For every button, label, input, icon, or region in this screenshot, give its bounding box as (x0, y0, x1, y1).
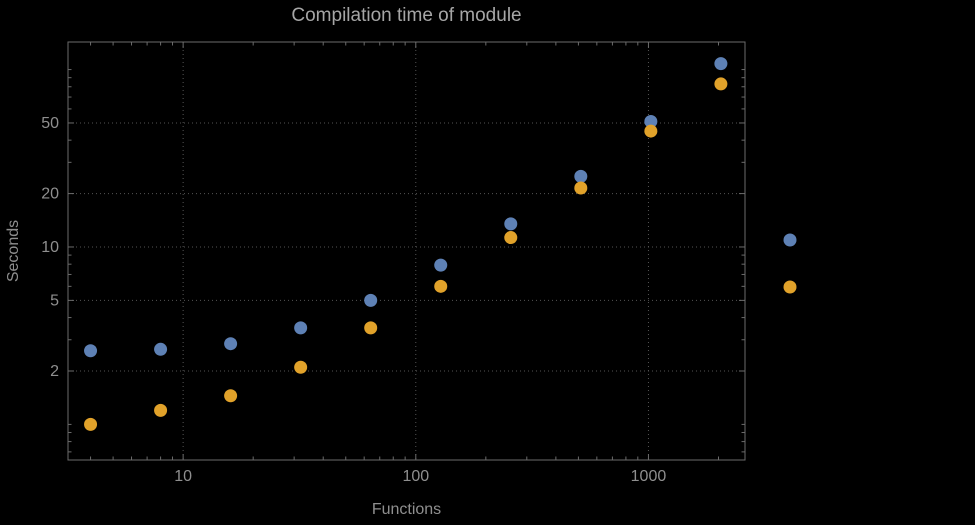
y-tick-label: 10 (41, 239, 59, 256)
x-tick-label: 10 (174, 468, 192, 485)
data-point-series-1 (644, 114, 658, 128)
data-point-series-2 (224, 389, 238, 403)
y-tick-label: 20 (41, 186, 59, 203)
x-axis-label: Functions (371, 501, 442, 518)
legend-marker (783, 280, 797, 294)
y-tick-label: 2 (50, 363, 59, 380)
y-axis-label: Seconds (5, 219, 22, 283)
data-point-series-2 (84, 417, 98, 431)
chart-title: Compilation time of module (291, 5, 522, 26)
data-point-series-1 (714, 57, 728, 71)
data-point-series-1 (224, 337, 238, 351)
data-point-series-2 (504, 231, 518, 245)
data-point-series-1 (574, 169, 588, 183)
data-point-series-2 (434, 279, 448, 293)
data-point-series-1 (434, 258, 448, 272)
data-point-series-2 (574, 181, 588, 195)
data-point-series-1 (364, 293, 378, 307)
y-tick-label: 5 (50, 292, 59, 309)
legend-marker (783, 233, 797, 247)
y-tick-label: 50 (41, 115, 59, 132)
data-point-series-2 (714, 77, 728, 91)
data-point-series-2 (644, 124, 658, 138)
data-point-series-1 (84, 344, 98, 358)
x-tick-label: 100 (402, 468, 429, 485)
data-point-series-2 (154, 403, 168, 417)
plot-frame (67, 41, 746, 461)
data-point-series-1 (504, 217, 518, 231)
x-tick-label: 1000 (631, 468, 667, 485)
data-point-series-2 (364, 321, 378, 335)
data-point-series-1 (154, 342, 168, 356)
data-point-series-2 (294, 360, 308, 374)
data-point-series-1 (294, 321, 308, 335)
